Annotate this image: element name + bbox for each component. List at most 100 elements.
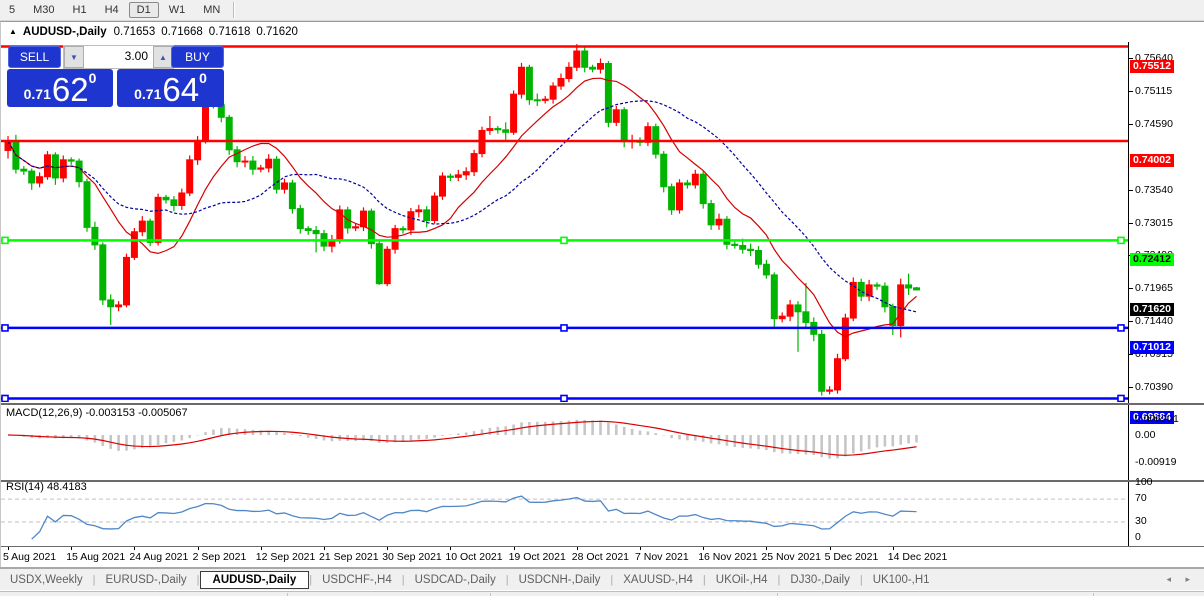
- chart-tab-audusd[interactable]: AUDUSD-,Daily: [199, 570, 310, 589]
- price-tick-label: 0.73540: [1135, 183, 1173, 196]
- candle: [660, 151, 668, 193]
- candle: [257, 164, 265, 173]
- candle: [668, 183, 676, 215]
- candle: [802, 283, 810, 329]
- period-button-mn[interactable]: MN: [203, 4, 221, 16]
- period-button-5[interactable]: 5: [9, 4, 16, 16]
- candle: [755, 246, 762, 269]
- candle: [59, 155, 67, 183]
- candle: [91, 221, 99, 250]
- time-tick-mark: [8, 547, 9, 550]
- price-tick-label: 0.71965: [1135, 282, 1173, 295]
- line-handle[interactable]: [1, 324, 9, 332]
- period-button-w1[interactable]: W1: [168, 4, 186, 16]
- candle: [265, 154, 273, 173]
- candle: [510, 90, 518, 135]
- chart-tab-dj30[interactable]: DJ30-,Daily: [790, 573, 850, 586]
- buy-button[interactable]: BUY: [171, 46, 224, 68]
- volume-increase-icon[interactable]: ▲: [153, 46, 173, 68]
- period-button-h1[interactable]: H1: [72, 4, 87, 16]
- candle: [162, 194, 170, 204]
- candle: [794, 301, 802, 352]
- chart-tab-xauusd[interactable]: XAUUSD-,H4: [623, 573, 693, 586]
- candle: [115, 301, 123, 312]
- time-tick-mark: [640, 547, 641, 550]
- candle: [747, 243, 755, 257]
- candle: [494, 126, 502, 134]
- candle: [233, 146, 241, 168]
- quote-low: 0.71618: [208, 25, 251, 38]
- line-handle[interactable]: [1117, 236, 1125, 245]
- chart-tab-uk100[interactable]: UK100-,H1: [872, 573, 930, 586]
- line-handle[interactable]: [1, 236, 9, 245]
- time-tick-mark: [576, 547, 578, 550]
- tab-scroll-arrows[interactable]: ◂ ▸: [1166, 574, 1196, 584]
- candle: [249, 156, 257, 175]
- candle: [691, 169, 699, 189]
- time-tick-label: 2 Sep 2021: [192, 551, 247, 563]
- candle: [683, 179, 691, 189]
- line-handle[interactable]: [1117, 394, 1125, 402]
- price-tick-mark: [1129, 91, 1133, 93]
- candle: [541, 96, 549, 104]
- ma-fast-line: [7, 77, 917, 338]
- candle: [597, 58, 604, 74]
- sell-price-display[interactable]: 0.71 62 0: [7, 69, 113, 107]
- sell-button[interactable]: SELL: [8, 46, 61, 68]
- price-badge: 0.74002: [1130, 153, 1174, 167]
- price-tick-mark: [1129, 386, 1133, 388]
- candle: [431, 192, 439, 224]
- candle: [834, 353, 841, 394]
- price-badge: 0.75512: [1130, 59, 1174, 73]
- chart-tab-usdcnh[interactable]: USDCNH-,Daily: [518, 573, 601, 586]
- time-tick-mark: [892, 547, 894, 550]
- candle: [644, 122, 652, 147]
- time-tick-label: 10 Oct 2021: [445, 551, 503, 563]
- time-tick-label: 21 Sep 2021: [319, 551, 379, 563]
- buy-price-big: 64: [162, 71, 200, 108]
- candle: [328, 234, 336, 253]
- time-tick-mark: [387, 547, 389, 550]
- one-click-panel-toggle-icon[interactable]: ▲: [9, 27, 17, 36]
- candle: [810, 317, 818, 342]
- candle: [889, 303, 897, 335]
- buy-price-display[interactable]: 0.71 64 0: [117, 69, 224, 107]
- price-chart-plot: [1, 44, 1128, 402]
- tab-separator: |: [196, 573, 200, 586]
- time-tick-label: 7 Nov 2021: [635, 551, 689, 563]
- period-button-h4[interactable]: H4: [104, 4, 119, 16]
- chart-tab-eurusd[interactable]: EURUSD-,Daily: [105, 573, 187, 586]
- volume-decrease-icon[interactable]: ▼: [64, 46, 84, 68]
- candles-layer: [4, 44, 920, 396]
- line-handle[interactable]: [1117, 324, 1125, 332]
- chart-tab-usdchf[interactable]: USDCHF-,H4: [322, 573, 392, 586]
- line-handle[interactable]: [560, 324, 568, 332]
- period-button-d1[interactable]: D1: [128, 2, 159, 18]
- chart-tab-usdx[interactable]: USDX,Weekly: [10, 573, 83, 586]
- candle: [518, 62, 525, 99]
- volume-input[interactable]: 3.00: [84, 46, 153, 68]
- tab-separator: |: [702, 573, 706, 586]
- rsi-axis-label: 70: [1135, 492, 1147, 504]
- line-handle[interactable]: [560, 394, 568, 402]
- price-tick-label: 0.74590: [1135, 118, 1173, 131]
- time-tick-label: 28 Oct 2021: [571, 551, 630, 563]
- price-tick-label: 0.71440: [1135, 315, 1173, 328]
- candle: [525, 64, 533, 105]
- chart-tab-usdcad[interactable]: USDCAD-,Daily: [414, 573, 496, 586]
- period-button-m30[interactable]: M30: [33, 4, 55, 16]
- rsi-axis-label: 30: [1135, 515, 1147, 527]
- time-tick-mark: [703, 547, 705, 550]
- time-tick-label: 12 Sep 2021: [255, 551, 316, 563]
- period-toolbar: 5 M30 H1 H4 D1 W1 MN: [0, 0, 1204, 21]
- chart-tab-ukoil[interactable]: UKOil-,H4: [715, 573, 768, 586]
- candle: [707, 199, 715, 230]
- time-tick-label: 5 Dec 2021: [824, 551, 879, 563]
- candle: [549, 82, 557, 104]
- line-handle[interactable]: [1, 394, 9, 402]
- candle: [146, 218, 154, 247]
- line-handle[interactable]: [560, 236, 568, 245]
- chart-window: ▲ AUDUSD-,Daily 0.71653 0.71668 0.71618 …: [0, 21, 1204, 567]
- sell-price-big: 62: [51, 71, 89, 108]
